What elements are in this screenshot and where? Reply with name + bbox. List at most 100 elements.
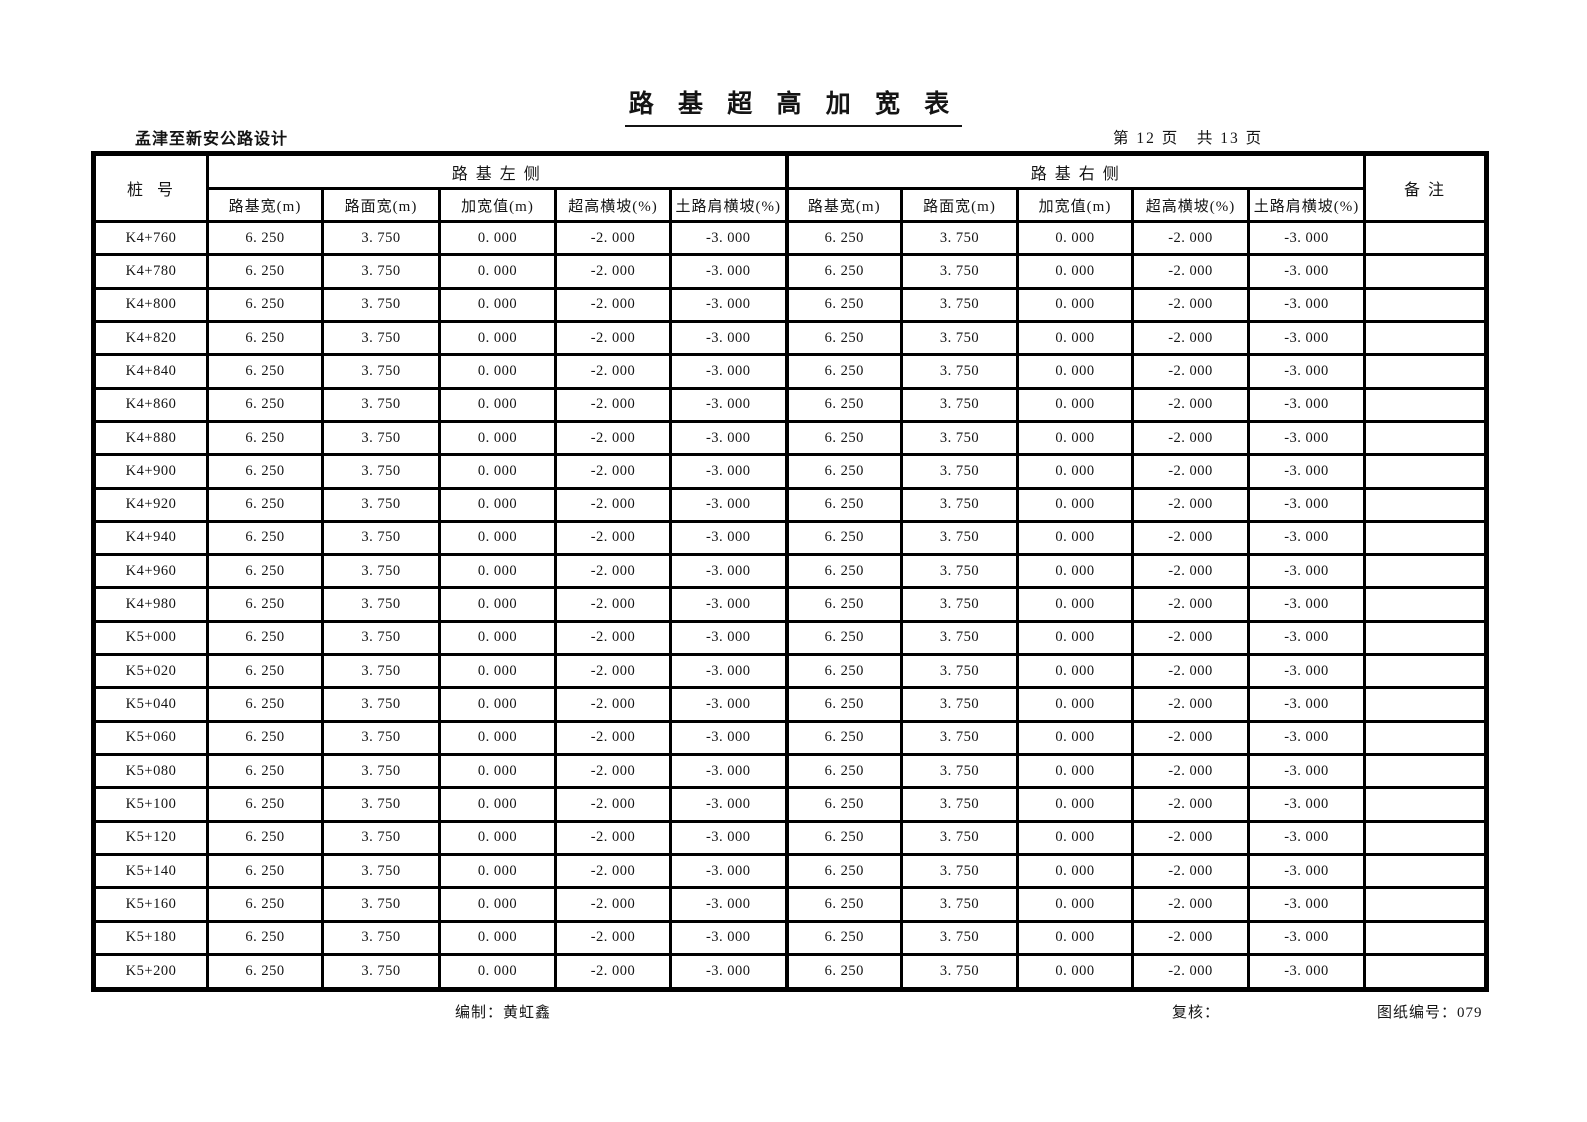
table-row: K4+920 6. 250 3. 750 0. 000 -2. 000 -3. 000 6.… [92, 486, 1488, 523]
table-row: K4+760 6. 250 3. 750 0. 000 -2. 000 -3. 000 6.… [92, 219, 1488, 257]
value-cell: -2. 000 [554, 219, 672, 257]
value-cell: -2. 000 [554, 386, 672, 423]
value-cell: -2. 000 [1131, 686, 1250, 723]
prepared-label: 编制： [455, 1005, 504, 1021]
remark-cell [1363, 319, 1488, 357]
value-cell: 3. 750 [900, 353, 1019, 390]
value-cell: -3. 000 [669, 919, 788, 956]
value-cell: 0. 000 [438, 653, 557, 690]
value-cell: -2. 000 [1131, 286, 1250, 323]
value-cell: 6. 250 [784, 419, 903, 457]
value-cell: 0. 000 [438, 486, 557, 523]
value-cell: -2. 000 [554, 319, 672, 357]
value-cell: 0. 000 [438, 253, 557, 290]
value-cell: 6. 250 [206, 219, 324, 257]
footer-drawing-number: 图纸编号：079 [1377, 1001, 1483, 1022]
value-cell: 6. 250 [784, 319, 903, 357]
value-cell: -2. 000 [1131, 886, 1250, 923]
col-header-stake: 桩 号 [92, 152, 209, 223]
value-cell: 6. 250 [206, 686, 324, 723]
value-cell: -3. 000 [669, 786, 788, 823]
value-cell: -2. 000 [554, 819, 672, 856]
value-cell: -2. 000 [554, 419, 672, 457]
stake-cell: K4+760 [92, 219, 209, 257]
value-cell: -3. 000 [1247, 353, 1366, 390]
value-cell: 0. 000 [1016, 952, 1134, 992]
reviewed-label: 复核： [1172, 1005, 1221, 1021]
value-cell: 0. 000 [438, 553, 557, 590]
stake-cell: K4+820 [92, 319, 209, 357]
remark-cell [1363, 453, 1488, 490]
value-cell: 3. 750 [900, 952, 1019, 992]
remark-cell [1363, 686, 1488, 723]
value-cell: 6. 250 [206, 886, 324, 923]
drawing-no-label: 图纸编号： [1377, 1005, 1458, 1021]
value-cell: -2. 000 [554, 719, 672, 757]
table-row: K5+180 6. 250 3. 750 0. 000 -2. 000 -3. 000 6.… [92, 919, 1488, 956]
value-cell: 3. 750 [900, 586, 1019, 623]
footer-prepared: 编制：黄虹鑫 [455, 1001, 551, 1022]
value-cell: 0. 000 [1016, 819, 1134, 856]
value-cell: 6. 250 [784, 619, 903, 657]
col-group-right-roadbed: 路 基 右 侧 [784, 152, 1366, 190]
table-row: K4+940 6. 250 3. 750 0. 000 -2. 000 -3. 000 6.… [92, 519, 1488, 557]
table-row: K5+200 6. 250 3. 750 0. 000 -2. 000 -3. 000 6.… [92, 952, 1488, 992]
value-cell: 6. 250 [206, 952, 324, 992]
value-cell: 0. 000 [438, 519, 557, 557]
value-cell: 3. 750 [900, 253, 1019, 290]
value-cell: 0. 000 [1016, 886, 1134, 923]
value-cell: 6. 250 [784, 386, 903, 423]
stake-cell: K4+860 [92, 386, 209, 423]
value-cell: -3. 000 [1247, 653, 1366, 690]
stake-cell: K4+920 [92, 486, 209, 523]
value-cell: -3. 000 [1247, 286, 1366, 323]
value-cell: 6. 250 [784, 353, 903, 390]
value-cell: -2. 000 [1131, 919, 1250, 956]
value-cell: -2. 000 [554, 286, 672, 323]
value-cell: 3. 750 [900, 386, 1019, 423]
col-header-right-2: 加宽值(m) [1016, 187, 1134, 223]
value-cell: -3. 000 [1247, 419, 1366, 457]
value-cell: 0. 000 [1016, 619, 1134, 657]
value-cell: 6. 250 [206, 653, 324, 690]
value-cell: 0. 000 [1016, 653, 1134, 690]
value-cell: 0. 000 [438, 819, 557, 856]
value-cell: -2. 000 [1131, 253, 1250, 290]
stake-cell: K5+040 [92, 686, 209, 723]
remark-cell [1363, 419, 1488, 457]
value-cell: 3. 750 [900, 286, 1019, 323]
stake-cell: K5+140 [92, 852, 209, 890]
value-cell: 6. 250 [784, 586, 903, 623]
value-cell: 6. 250 [206, 353, 324, 390]
value-cell: 3. 750 [321, 219, 441, 257]
value-cell: 3. 750 [900, 553, 1019, 590]
value-cell: 6. 250 [206, 519, 324, 557]
value-cell: 3. 750 [321, 353, 441, 390]
value-cell: 6. 250 [206, 619, 324, 657]
value-cell: 6. 250 [784, 286, 903, 323]
value-cell: 3. 750 [900, 852, 1019, 890]
value-cell: -2. 000 [554, 919, 672, 956]
value-cell: -2. 000 [1131, 952, 1250, 992]
value-cell: -3. 000 [1247, 919, 1366, 956]
stake-cell: K5+080 [92, 752, 209, 790]
col-header-right-3: 超高横坡(%) [1131, 187, 1250, 223]
value-cell: -3. 000 [1247, 453, 1366, 490]
value-cell: -2. 000 [554, 686, 672, 723]
value-cell: 0. 000 [438, 353, 557, 390]
value-cell: -3. 000 [669, 686, 788, 723]
value-cell: 0. 000 [438, 386, 557, 423]
value-cell: 3. 750 [321, 419, 441, 457]
stake-cell: K5+100 [92, 786, 209, 823]
value-cell: 3. 750 [900, 319, 1019, 357]
value-cell: 6. 250 [206, 386, 324, 423]
value-cell: 3. 750 [321, 786, 441, 823]
remark-cell [1363, 786, 1488, 823]
value-cell: -2. 000 [554, 752, 672, 790]
value-cell: 3. 750 [321, 719, 441, 757]
table-row: K5+060 6. 250 3. 750 0. 000 -2. 000 -3. 000 6.… [92, 719, 1488, 757]
stake-cell: K5+120 [92, 819, 209, 856]
value-cell: 0. 000 [1016, 719, 1134, 757]
value-cell: 6. 250 [784, 253, 903, 290]
value-cell: 3. 750 [321, 686, 441, 723]
